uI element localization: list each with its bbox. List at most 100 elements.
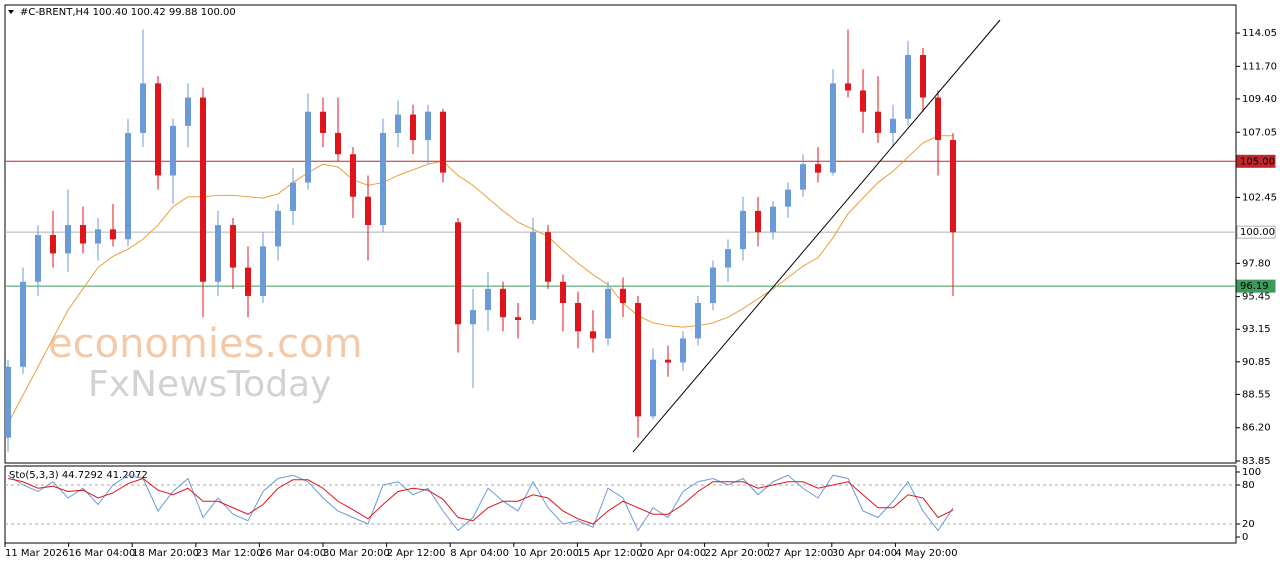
candle-body bbox=[830, 83, 836, 173]
y-tick-label: 88.55 bbox=[1242, 389, 1271, 400]
osc-tick-label: 20 bbox=[1242, 519, 1255, 530]
y-tick-label: 102.45 bbox=[1242, 192, 1277, 203]
candle-body bbox=[845, 83, 851, 91]
x-tick-label: 10 Apr 20:00 bbox=[514, 548, 579, 559]
candle-body bbox=[155, 83, 161, 176]
candle-body bbox=[470, 310, 476, 325]
y-tick-label: 93.15 bbox=[1242, 324, 1271, 335]
x-tick-label: 11 Mar 2026 bbox=[5, 548, 68, 559]
candle-body bbox=[170, 125, 176, 176]
candle-body bbox=[410, 114, 416, 141]
candle-body bbox=[395, 114, 401, 133]
level-tag bbox=[1236, 225, 1276, 239]
y-tick-label: 111.70 bbox=[1242, 61, 1277, 72]
candle-body bbox=[335, 132, 341, 155]
watermark: FxNewsToday bbox=[88, 364, 331, 405]
candle-body bbox=[740, 210, 746, 250]
x-tick-label: 2 Apr 12:00 bbox=[387, 548, 446, 559]
candle-body bbox=[110, 229, 116, 240]
y-tick-label: 86.20 bbox=[1242, 423, 1271, 434]
main-panel bbox=[4, 4, 1237, 464]
level-label: 96.19 bbox=[1240, 281, 1269, 292]
x-tick-label: 30 Mar 20:00 bbox=[323, 548, 390, 559]
candle-body bbox=[635, 303, 641, 417]
candle-body bbox=[785, 189, 791, 207]
watermark: economies.com bbox=[48, 321, 363, 367]
candle-body bbox=[590, 331, 596, 339]
y-tick-label: 97.80 bbox=[1242, 258, 1271, 269]
candle-body bbox=[425, 111, 431, 141]
candle-body bbox=[815, 164, 821, 173]
candle-body bbox=[140, 83, 146, 133]
candle-body bbox=[500, 288, 506, 318]
candle-body bbox=[545, 232, 551, 282]
chart-title: #C-BRENT,H4 100.40 100.42 99.88 100.00 bbox=[20, 7, 236, 18]
x-tick-label: 23 Mar 12:00 bbox=[196, 548, 263, 559]
level-label: 105.00 bbox=[1240, 156, 1275, 167]
candle-body bbox=[290, 182, 296, 211]
y-tick-label: 107.05 bbox=[1242, 127, 1277, 138]
candle-body bbox=[560, 281, 566, 304]
candle-body bbox=[275, 210, 281, 247]
menu-arrow bbox=[8, 10, 14, 14]
candle-body bbox=[605, 288, 611, 339]
candle-body bbox=[890, 118, 896, 133]
candle-body bbox=[770, 206, 776, 233]
candle-body bbox=[305, 111, 311, 183]
x-tick-label: 4 May 20:00 bbox=[895, 548, 957, 559]
candle-body bbox=[50, 234, 56, 254]
level-label: 100.00 bbox=[1240, 227, 1275, 238]
candle-body bbox=[35, 234, 41, 282]
candle-body bbox=[350, 154, 356, 197]
x-tick-label: 20 Apr 04:00 bbox=[641, 548, 706, 559]
candle-body bbox=[935, 97, 941, 141]
x-tick-label: 26 Mar 04:00 bbox=[259, 548, 326, 559]
candle-body bbox=[215, 225, 221, 282]
candle-body bbox=[20, 281, 26, 367]
candle-body bbox=[365, 196, 371, 226]
trend-line bbox=[632, 19, 1001, 453]
candle-body bbox=[200, 97, 206, 282]
x-tick-label: 27 Apr 12:00 bbox=[768, 548, 833, 559]
candle-body bbox=[725, 249, 731, 268]
candle-body bbox=[95, 229, 101, 244]
candle-body bbox=[245, 267, 251, 296]
candle-body bbox=[905, 55, 911, 119]
osc-tick-label: 80 bbox=[1242, 480, 1255, 491]
candle-body bbox=[875, 111, 881, 133]
candle-body bbox=[80, 225, 86, 244]
osc-tick-label: 100 bbox=[1242, 467, 1261, 478]
y-tick-label: 83.85 bbox=[1242, 456, 1271, 467]
level-tag bbox=[1236, 154, 1276, 168]
candle-body bbox=[575, 303, 581, 332]
candle-body bbox=[230, 225, 236, 268]
candle-body bbox=[65, 225, 71, 254]
candle-body bbox=[950, 140, 956, 233]
candle-body bbox=[125, 132, 131, 240]
candle-body bbox=[800, 164, 806, 190]
plot-layer bbox=[5, 29, 1236, 452]
oscillator-label: Sto(5,3,3) 44.7292 41.2072 bbox=[9, 470, 148, 481]
osc-line bbox=[7, 477, 954, 525]
candle-body bbox=[695, 303, 701, 339]
candle-body bbox=[485, 288, 491, 311]
x-tick-label: 18 Mar 20:00 bbox=[132, 548, 199, 559]
x-tick-label: 15 Apr 12:00 bbox=[577, 548, 642, 559]
candle-body bbox=[515, 317, 521, 321]
candle-body bbox=[185, 97, 191, 126]
candle-body bbox=[260, 246, 266, 296]
candle-body bbox=[920, 55, 926, 98]
x-tick-label: 8 Apr 04:00 bbox=[450, 548, 509, 559]
candle-body bbox=[455, 222, 461, 325]
x-tick-label: 16 Mar 04:00 bbox=[69, 548, 136, 559]
candle-body bbox=[755, 210, 761, 233]
x-tick-label: 22 Apr 20:00 bbox=[705, 548, 770, 559]
candle-body bbox=[320, 111, 326, 133]
candle-body bbox=[650, 359, 656, 417]
candle-body bbox=[665, 359, 671, 363]
candle-body bbox=[440, 111, 446, 173]
osc-tick-label: 0 bbox=[1242, 532, 1248, 543]
moving-average bbox=[7, 135, 953, 424]
